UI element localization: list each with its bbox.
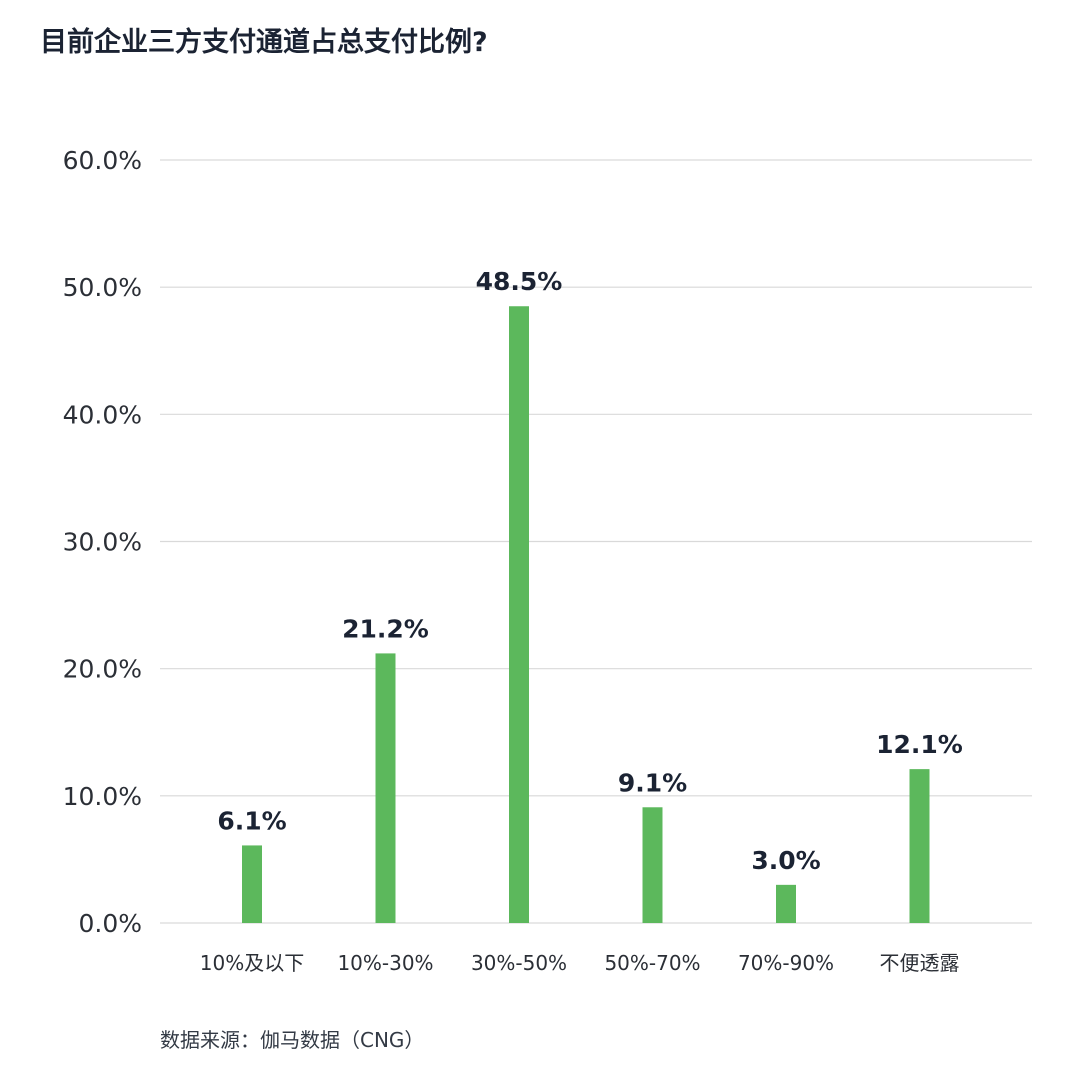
chart-title: 目前企业三方支付通道占总支付比例? bbox=[40, 27, 488, 58]
x-tick-label: 70%-90% bbox=[738, 951, 834, 975]
x-tick-label: 30%-50% bbox=[471, 951, 567, 975]
bar bbox=[776, 884, 796, 923]
data-label: 9.1% bbox=[618, 768, 687, 797]
bar bbox=[242, 845, 262, 923]
bar bbox=[509, 306, 529, 923]
bar bbox=[375, 653, 396, 923]
y-tick-label: 10.0% bbox=[63, 782, 142, 811]
data-label: 12.1% bbox=[876, 730, 963, 759]
bars bbox=[242, 306, 930, 923]
data-label: 48.5% bbox=[476, 267, 563, 296]
bar bbox=[909, 769, 930, 923]
grid-lines bbox=[160, 159, 1032, 924]
x-tick-label: 10%及以下 bbox=[200, 951, 304, 975]
y-tick-label: 40.0% bbox=[63, 400, 142, 429]
source-note: 数据来源：伽马数据（CNG） bbox=[160, 1028, 425, 1052]
x-tick-label: 10%-30% bbox=[337, 951, 433, 975]
y-axis-ticks: 0.0% 10.0% 20.0% 30.0% 40.0% 50.0% 60.0% bbox=[63, 146, 142, 938]
y-tick-label: 20.0% bbox=[63, 655, 142, 684]
y-tick-label: 30.0% bbox=[63, 528, 142, 557]
data-label: 6.1% bbox=[217, 806, 286, 835]
y-tick-label: 60.0% bbox=[63, 146, 142, 175]
data-labels: 6.1% 21.2% 48.5% 9.1% 3.0% 12.1% bbox=[217, 267, 963, 875]
y-tick-label: 50.0% bbox=[63, 273, 142, 302]
x-tick-label: 50%-70% bbox=[604, 951, 700, 975]
x-axis-ticks: 10%及以下 10%-30% 30%-50% 50%-70% 70%-90% 不便透露 bbox=[200, 951, 960, 975]
bar bbox=[642, 807, 663, 923]
data-label: 3.0% bbox=[751, 846, 820, 875]
x-tick-label: 不便透露 bbox=[880, 951, 960, 975]
data-label: 21.2% bbox=[342, 614, 429, 643]
y-tick-label: 0.0% bbox=[78, 909, 142, 938]
